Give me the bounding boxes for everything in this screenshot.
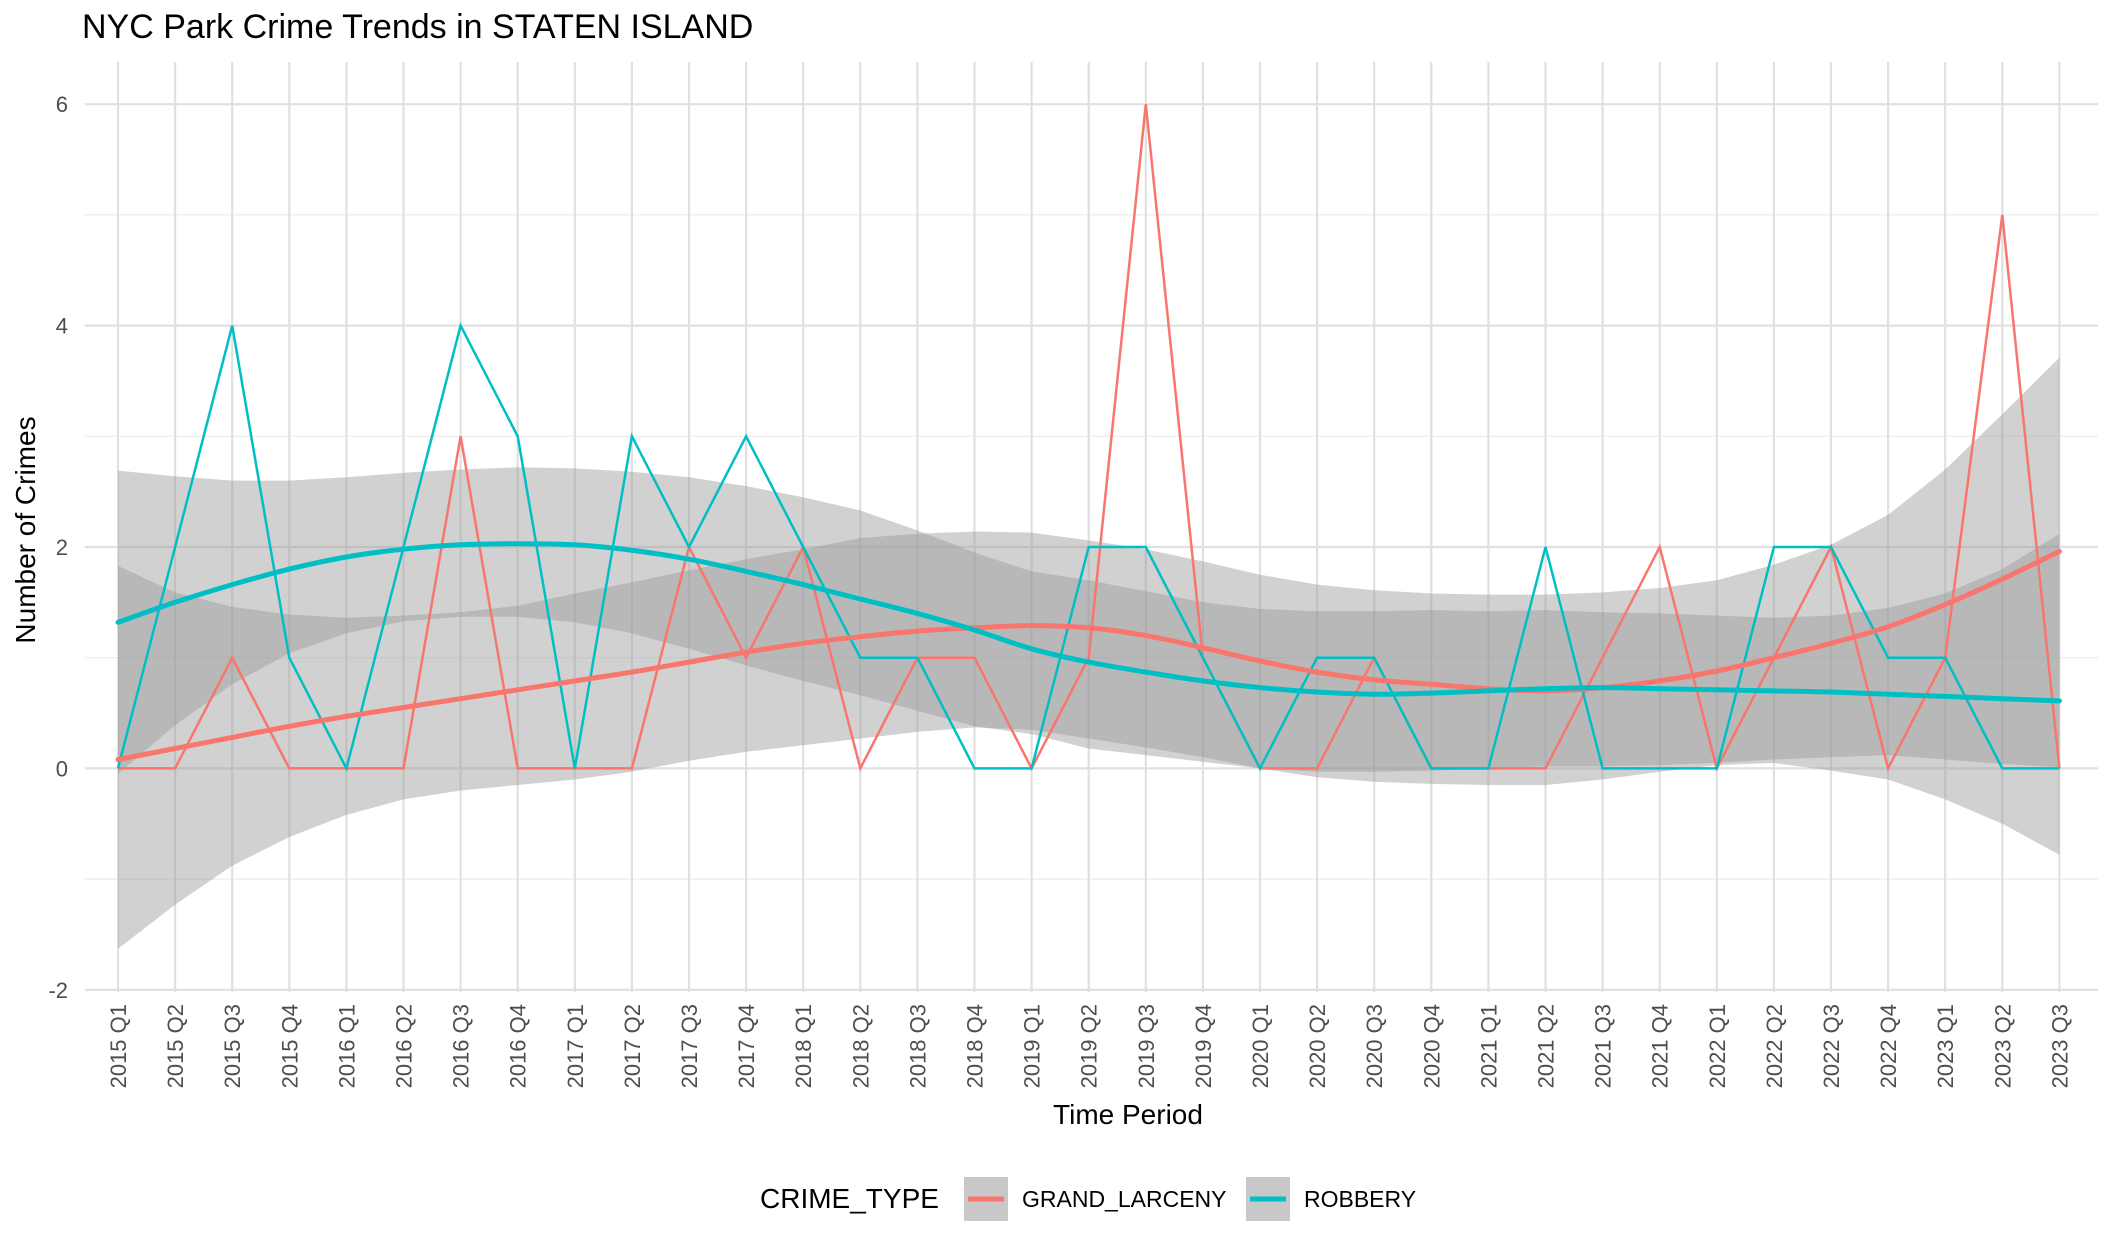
x-tick-label: 2022 Q1 (1705, 1004, 1730, 1088)
y-tick-label: -2 (48, 978, 68, 1003)
legend: CRIME_TYPE GRAND_LARCENY ROBBERY (760, 1177, 1416, 1221)
x-tick-label: 2023 Q2 (1990, 1004, 2015, 1088)
x-tick-label: 2016 Q3 (449, 1004, 474, 1088)
x-tick-label: 2015 Q1 (106, 1004, 131, 1088)
x-tick-label: 2019 Q4 (1191, 1004, 1216, 1088)
confidence-band (118, 467, 2060, 774)
chart-title: NYC Park Crime Trends in STATEN ISLAND (82, 8, 753, 46)
x-tick-label: 2017 Q4 (734, 1004, 759, 1088)
x-tick-label: 2017 Q3 (677, 1004, 702, 1088)
series-line (116, 322, 2060, 772)
legend-title: CRIME_TYPE (760, 1183, 939, 1214)
x-tick-label: 2018 Q1 (791, 1004, 816, 1088)
x-tick-label: 2017 Q1 (563, 1004, 588, 1088)
x-tick-label: 2015 Q3 (220, 1004, 245, 1088)
trend-line (115, 541, 2062, 704)
x-tick-label: 2016 Q1 (334, 1004, 359, 1088)
x-tick-label: 2019 Q1 (1020, 1004, 1045, 1088)
y-tick-label: 0 (56, 756, 68, 781)
x-tick-label: 2016 Q4 (506, 1004, 531, 1088)
x-tick-label: 2023 Q3 (2047, 1004, 2072, 1088)
x-tick-label: 2021 Q2 (1534, 1004, 1559, 1088)
x-tick-label: 2017 Q2 (620, 1004, 645, 1088)
y-tick-label: 4 (56, 314, 68, 339)
x-tick-label: 2021 Q3 (1591, 1004, 1616, 1088)
legend-label: GRAND_LARCENY (1022, 1186, 1227, 1212)
x-tick-label: 2021 Q1 (1476, 1004, 1501, 1088)
x-tick-label: 2020 Q2 (1305, 1004, 1330, 1088)
x-tick-label: 2018 Q3 (905, 1004, 930, 1088)
x-tick-label: 2019 Q2 (1077, 1004, 1102, 1088)
y-tick-label: 2 (56, 535, 68, 560)
x-tick-label: 2018 Q2 (848, 1004, 873, 1088)
x-tick-label: 2018 Q4 (963, 1004, 988, 1088)
x-tick-label: 2020 Q4 (1419, 1004, 1444, 1088)
x-tick-label: 2022 Q2 (1762, 1004, 1787, 1088)
x-tick-label: 2016 Q2 (392, 1004, 417, 1088)
legend-label: ROBBERY (1304, 1186, 1416, 1212)
y-tick-label: 6 (56, 92, 68, 117)
x-tick-label: 2021 Q4 (1648, 1004, 1673, 1088)
x-tick-label: 2019 Q3 (1134, 1004, 1159, 1088)
x-tick-label: 2023 Q1 (1933, 1004, 1958, 1088)
x-tick-label: 2015 Q4 (277, 1004, 302, 1088)
x-tick-label: 2020 Q3 (1362, 1004, 1387, 1088)
x-tick-label: 2022 Q4 (1876, 1004, 1901, 1088)
x-tick-label: 2020 Q1 (1248, 1004, 1273, 1088)
x-axis-title: Time Period (1053, 1099, 1203, 1130)
trend-line (115, 548, 2062, 762)
x-tick-label: 2022 Q3 (1819, 1004, 1844, 1088)
y-axis-title: Number of Crimes (10, 416, 41, 643)
x-tick-label: 2015 Q2 (163, 1004, 188, 1088)
